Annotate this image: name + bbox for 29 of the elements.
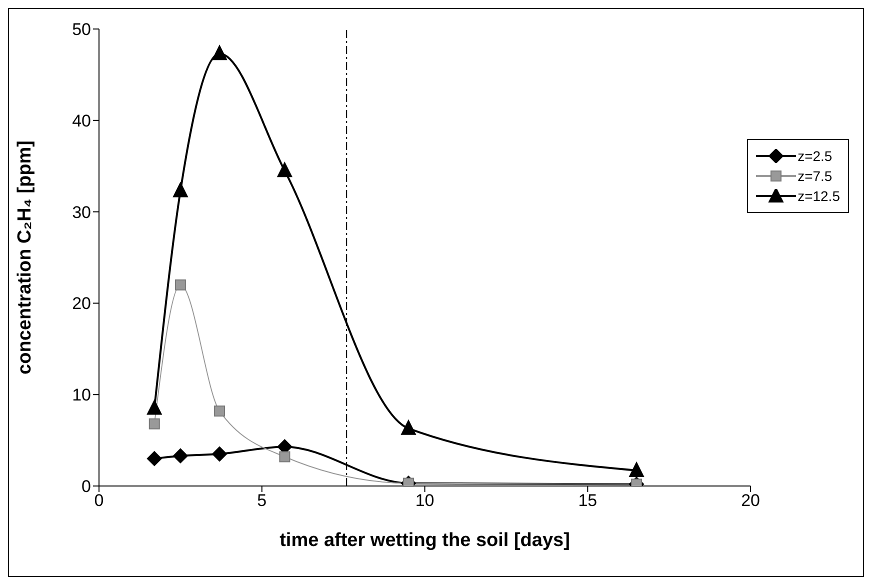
y-tick-label: 40: [72, 111, 91, 130]
point: [400, 420, 416, 435]
x-tick-label: 0: [94, 491, 104, 510]
y-axis-title: concentration C₂H₄ [ppm]: [14, 140, 36, 374]
point: [212, 446, 228, 462]
point: [212, 45, 228, 60]
point: [172, 182, 188, 198]
y-tick-label: 0: [82, 477, 91, 496]
y-tick-label: 30: [72, 202, 91, 222]
point: [214, 406, 226, 417]
point: [277, 162, 292, 178]
x-tick-label: 10: [415, 491, 434, 510]
x-tick-label: 20: [741, 491, 760, 510]
point: [146, 451, 162, 466]
point: [279, 451, 290, 462]
point: [629, 462, 644, 477]
point: [172, 448, 188, 464]
point: [146, 400, 162, 415]
x-axis-title: time after wetting the soil [days]: [280, 530, 570, 551]
y-tick-label: 10: [72, 386, 91, 405]
point: [174, 279, 186, 290]
y-tick-label: 50: [72, 20, 91, 40]
legend-label: z=7.5: [798, 168, 832, 184]
x-tick-label: 15: [578, 491, 598, 510]
legend-label: z=12.5: [798, 188, 840, 204]
point: [148, 418, 160, 430]
legend-label: z=2.5: [798, 148, 832, 164]
x-tick-label: 5: [257, 491, 267, 510]
y-tick-label: 20: [72, 294, 91, 314]
